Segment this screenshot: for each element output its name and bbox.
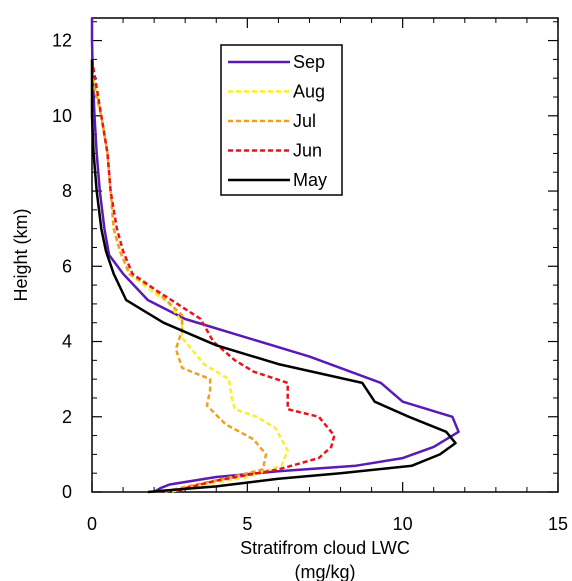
legend-label-may: May — [293, 170, 327, 190]
legend-label-sep: Sep — [293, 52, 325, 72]
series-line-jun — [90, 59, 336, 494]
y-axis-title: Height (km) — [11, 208, 31, 301]
series-line-aug — [90, 70, 289, 494]
y-tick-label: 8 — [62, 181, 72, 201]
series-line-jul — [90, 77, 268, 494]
x-axis-unit: (mg/kg) — [294, 562, 355, 581]
x-tick-label: 0 — [87, 514, 97, 534]
legend-box — [220, 44, 343, 196]
legend-label-aug: Aug — [293, 82, 325, 102]
y-tick-label: 4 — [62, 332, 72, 352]
tick-labels: 0 5 10 15 0 2 4 6 8 10 12 — [52, 31, 568, 534]
legend: Sep Aug Jul Jun May — [220, 44, 343, 196]
y-tick-label: 10 — [52, 106, 72, 126]
y-tick-label: 0 — [62, 482, 72, 502]
series-line-may — [90, 59, 457, 494]
y-tick-label: 12 — [52, 31, 72, 51]
series-layer — [90, 18, 460, 494]
x-tick-label: 10 — [393, 514, 413, 534]
series-line-sep — [90, 18, 460, 494]
x-axis-title: Stratifrom cloud LWC — [240, 538, 410, 558]
x-tick-label: 15 — [548, 514, 568, 534]
y-tick-label: 2 — [62, 407, 72, 427]
legend-label-jun: Jun — [293, 141, 322, 161]
plot-frame — [91, 17, 559, 493]
y-tick-label: 6 — [62, 256, 72, 276]
legend-label-jul: Jul — [293, 111, 316, 131]
x-tick-label: 5 — [242, 514, 252, 534]
